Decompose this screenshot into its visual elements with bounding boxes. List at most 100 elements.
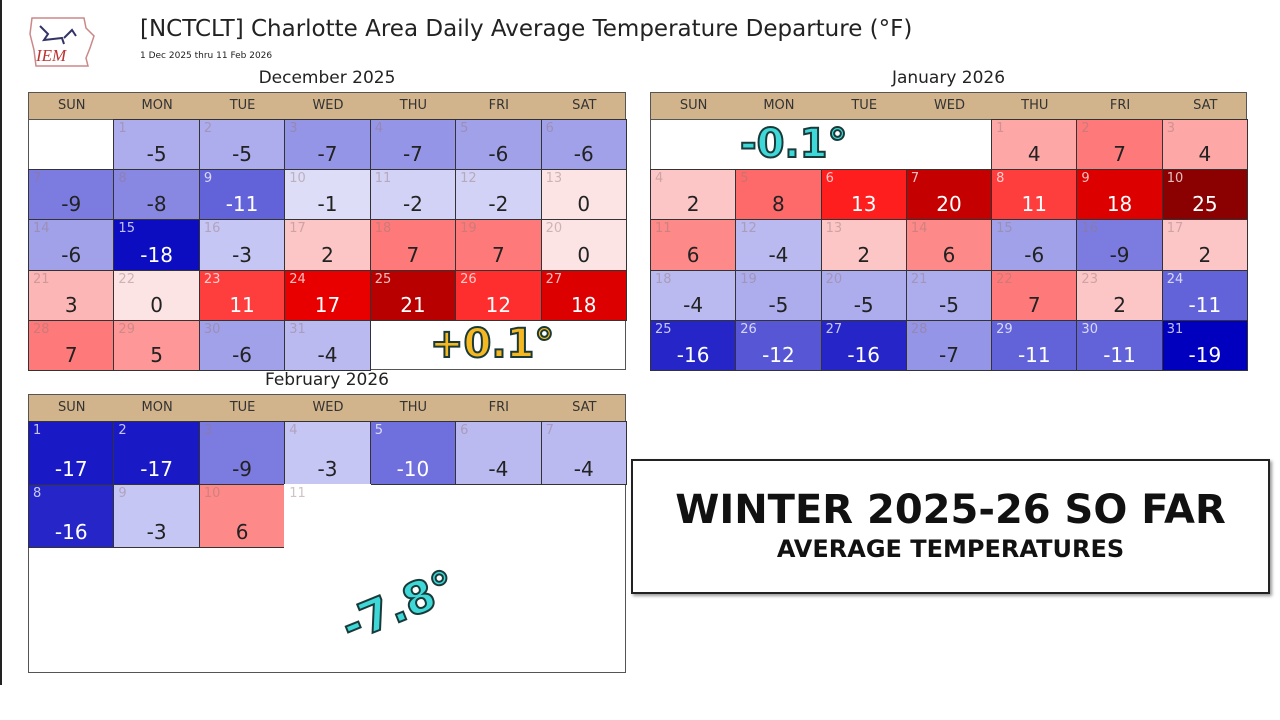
chart-title: [NCTCLT] Charlotte Area Daily Average Te… (140, 16, 913, 42)
day-number: 21 (910, 271, 928, 287)
day-cell: 27 -16 (820, 319, 907, 371)
day-number: 28 (33, 321, 50, 337)
day-cell: 7 -9 (28, 169, 115, 221)
departure-value: -5 (939, 292, 959, 317)
departure-value: -5 (853, 292, 874, 317)
day-number: 24 (289, 271, 306, 287)
day-number: 11 (655, 221, 672, 237)
weekday-label: SAT (572, 400, 597, 415)
departure-value: 17 (314, 292, 341, 317)
day-cell: 22 0 (113, 269, 200, 321)
day-number: 9 (1081, 171, 1090, 187)
departure-value: 7 (1113, 142, 1126, 167)
day-number: 23 (1081, 271, 1098, 287)
day-number: 7 (545, 423, 554, 438)
weekday-label: FRI (488, 98, 510, 113)
weekday-label: SUN (57, 98, 86, 113)
day-cell: 1 -5 (113, 119, 200, 171)
departure-value: 2 (321, 242, 334, 267)
day-cell: 12 -4 (735, 219, 822, 271)
day-cell: 7 20 (905, 169, 993, 221)
departure-value: 11 (229, 292, 255, 317)
departure-value: 6 (942, 242, 956, 267)
day-number: 3 (203, 423, 213, 438)
day-cell: 3 -7 (284, 119, 371, 171)
day-number: 9 (118, 486, 127, 501)
day-number: 7 (33, 171, 42, 187)
day-cell: 9 -3 (113, 484, 200, 548)
december-average-annotation: +0.1° (429, 321, 555, 367)
day-cell: 13 0 (540, 169, 627, 221)
day-number: 1 (118, 121, 127, 136)
day-number: 13 (545, 171, 563, 187)
day-number: 30 (1081, 321, 1098, 337)
departure-value: -2 (402, 192, 423, 217)
chart-subtitle: 1 Dec 2025 thru 11 Feb 2026 (140, 51, 273, 61)
departure-value: -9 (61, 192, 82, 217)
day-number: 9 (203, 171, 213, 187)
weekday-header: SUN MON TUE WED THU FRI SAT (29, 93, 625, 120)
departure-value: 7 (64, 342, 78, 367)
day-cell: 24 -11 (1161, 269, 1248, 321)
day-number: 11 (374, 171, 392, 187)
day-number: 13 (825, 221, 843, 237)
day-cell: 2 -17 (113, 421, 200, 485)
day-cell: 18 -4 (650, 269, 737, 321)
departure-value: -7 (402, 142, 423, 167)
iem-logo: IEM (28, 14, 98, 70)
departure-value: 18 (1106, 192, 1133, 217)
day-cell: 28 -7 (905, 319, 993, 371)
day-cell: 28 7 (28, 319, 115, 371)
day-number: 14 (910, 221, 928, 237)
day-cell: 21 -5 (905, 269, 993, 321)
departure-value: 11 (1021, 192, 1047, 217)
weekday-label: TUE (229, 98, 256, 113)
weekday-label: FRI (1109, 98, 1131, 113)
day-cell: 10 -1 (284, 169, 371, 221)
departure-value: -6 (61, 242, 82, 267)
departure-value: 6 (235, 520, 249, 544)
day-number: 7 (910, 171, 920, 187)
departure-value: -7 (317, 142, 338, 167)
departure-value: -12 (762, 342, 795, 367)
day-cell: 10 25 (1161, 169, 1248, 221)
day-cell: 8 -16 (28, 484, 115, 548)
departure-value: -3 (317, 457, 338, 481)
day-cell: 23 2 (1076, 269, 1163, 321)
day-number: 15 (118, 221, 135, 237)
day-cell: 19 -5 (735, 269, 822, 321)
day-cell: 5 -10 (369, 421, 457, 485)
day-number: 19 (740, 271, 757, 287)
day-cell: 9 18 (1076, 169, 1163, 221)
departure-value: -18 (140, 242, 173, 267)
departure-value: 20 (936, 192, 962, 217)
day-cell: 8 11 (991, 169, 1078, 221)
day-number: 16 (1081, 221, 1098, 237)
day-number: 14 (33, 221, 50, 237)
day-number: 28 (910, 321, 928, 337)
weekday-label: SAT (572, 98, 597, 113)
banner-line2: AVERAGE TEMPERATURES (776, 535, 1125, 563)
left-border (0, 0, 2, 685)
day-cell: 27 18 (540, 269, 627, 321)
departure-value: -6 (488, 142, 509, 167)
weekday-label: TUE (229, 400, 256, 415)
day-cell: 29 -11 (991, 319, 1078, 371)
departure-value: 4 (1027, 142, 1041, 167)
departure-value: 7 (491, 242, 505, 267)
departure-value: -3 (146, 520, 167, 544)
departure-value: -4 (488, 457, 509, 481)
day-number: 26 (460, 271, 477, 287)
day-cell: 10 6 (198, 484, 286, 548)
day-number: 4 (655, 171, 664, 187)
day-cell: 29 5 (113, 319, 200, 371)
departure-value: 21 (400, 292, 426, 317)
day-cell: 11 -2 (369, 169, 457, 221)
day-number: 8 (33, 486, 42, 501)
day-number: 22 (996, 271, 1013, 287)
weekday-label: THU (399, 98, 428, 113)
day-cell: 6 -6 (540, 119, 627, 171)
departure-value: -8 (146, 192, 167, 217)
